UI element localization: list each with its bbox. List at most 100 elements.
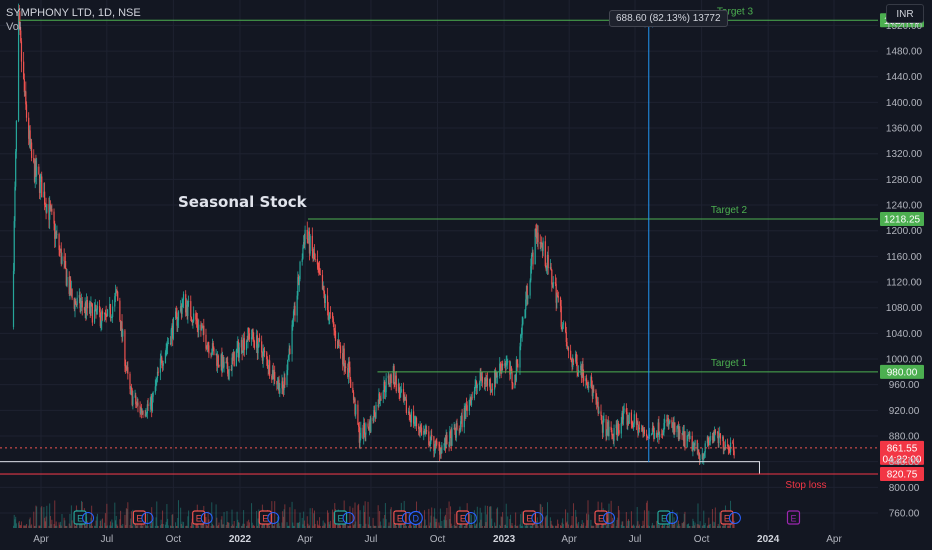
candle-body — [90, 303, 92, 314]
time-axis[interactable]: Apr Jul Oct 2022 Apr Jul Oct 2023 Apr Jul Oct 2024 A… — [33, 534, 842, 545]
volume-bar — [414, 522, 416, 528]
candle-body — [544, 241, 546, 267]
volume-bar — [578, 521, 580, 528]
volume-bar — [44, 517, 46, 528]
candle-body — [727, 444, 729, 446]
candle-body — [631, 423, 633, 425]
volume-bar — [499, 525, 501, 528]
volume-bar — [530, 525, 532, 528]
candle-body — [169, 342, 172, 345]
volume-bar — [23, 525, 25, 528]
measure-tool[interactable] — [644, 19, 654, 463]
volume-bar — [621, 521, 623, 528]
candle-body — [621, 413, 623, 423]
candle-body — [423, 430, 426, 434]
volume-bar — [617, 517, 619, 528]
candle-body — [439, 447, 441, 455]
volume-bar — [372, 517, 374, 528]
candle-body — [222, 357, 224, 368]
volume-bar — [577, 525, 579, 528]
volume-bar — [89, 525, 91, 528]
volume-bar — [434, 508, 436, 528]
candle-body — [711, 436, 714, 441]
volume-bar — [212, 525, 214, 528]
volume-bar — [208, 519, 210, 528]
candle-body — [111, 316, 113, 318]
candle-body — [499, 363, 502, 368]
volume-bar — [630, 511, 632, 528]
volume-bar — [672, 524, 674, 528]
candle-body — [311, 235, 313, 252]
volume-bar — [119, 519, 121, 528]
candle-body — [161, 364, 164, 366]
volume-bar — [540, 504, 542, 528]
volume-bar — [536, 517, 538, 528]
price-tick-label: 920.00 — [889, 406, 920, 417]
volume-bar — [471, 525, 473, 528]
candle-body — [612, 436, 614, 441]
candle-body — [693, 443, 695, 445]
price-axis[interactable]: 760.00 800.00 840.00 880.00 920.00 960.00 1000… — [886, 21, 923, 520]
volume-bar — [560, 525, 562, 528]
volume-bar — [405, 522, 407, 528]
candle-body — [358, 426, 360, 443]
volume-legend-label[interactable]: Vol — [6, 21, 22, 33]
volume-bar — [151, 522, 153, 528]
volume-bar — [375, 525, 377, 528]
volume-bar — [628, 520, 630, 528]
candle-body — [384, 392, 387, 393]
volume-bar — [306, 516, 308, 528]
volume-bar — [272, 525, 274, 528]
candle-body — [647, 437, 649, 439]
candle-body — [674, 422, 676, 433]
candle-body — [313, 252, 315, 258]
currency-button[interactable]: INR — [886, 4, 924, 23]
volume-bar — [60, 521, 62, 528]
volume-bar — [409, 524, 411, 528]
volume-bar — [349, 506, 351, 528]
candle-body — [430, 434, 432, 442]
volume-bar — [319, 517, 321, 528]
candle-body — [388, 375, 390, 385]
candle-body — [298, 279, 300, 285]
volume-bar — [283, 509, 285, 528]
chart-annotation[interactable]: Seasonal Stock — [178, 193, 307, 211]
candle-body — [210, 353, 212, 356]
volume-bar — [130, 518, 132, 528]
volume-bar — [49, 503, 51, 528]
volume-bar — [241, 525, 243, 528]
candle-body — [389, 374, 392, 384]
volume-bar — [581, 520, 583, 528]
price-tick-label: 1400.00 — [886, 98, 923, 109]
volume-bar — [607, 510, 609, 528]
symbol-title[interactable]: SYMPHONY LTD, 1D, NSE — [6, 7, 141, 19]
volume-bar — [539, 503, 541, 528]
candle-body — [646, 436, 648, 438]
candle-body — [431, 434, 433, 437]
time-tick-label: Oct — [430, 534, 446, 545]
level-label: Target 2 — [711, 205, 748, 216]
candle-body — [587, 385, 589, 388]
candle-body — [104, 313, 106, 315]
price-tick-label: 1200.00 — [886, 226, 923, 237]
candle-body — [58, 234, 60, 250]
volume-bar — [703, 524, 705, 528]
candle-body — [245, 341, 248, 350]
volume-bar — [707, 525, 709, 528]
volume-bar — [379, 521, 381, 528]
candle-body — [618, 430, 620, 434]
candle-body — [286, 370, 288, 385]
candle-body — [463, 408, 465, 428]
volume-bar — [19, 525, 21, 528]
volume-bar — [686, 524, 688, 528]
candle-body — [656, 432, 658, 438]
candlestick-series — [12, 3, 735, 466]
volume-bar — [728, 525, 730, 528]
volume-bar — [586, 520, 588, 528]
candle-body — [522, 318, 524, 325]
candle-body — [623, 408, 625, 410]
volume-bar — [43, 507, 45, 528]
candle-body — [106, 309, 109, 317]
